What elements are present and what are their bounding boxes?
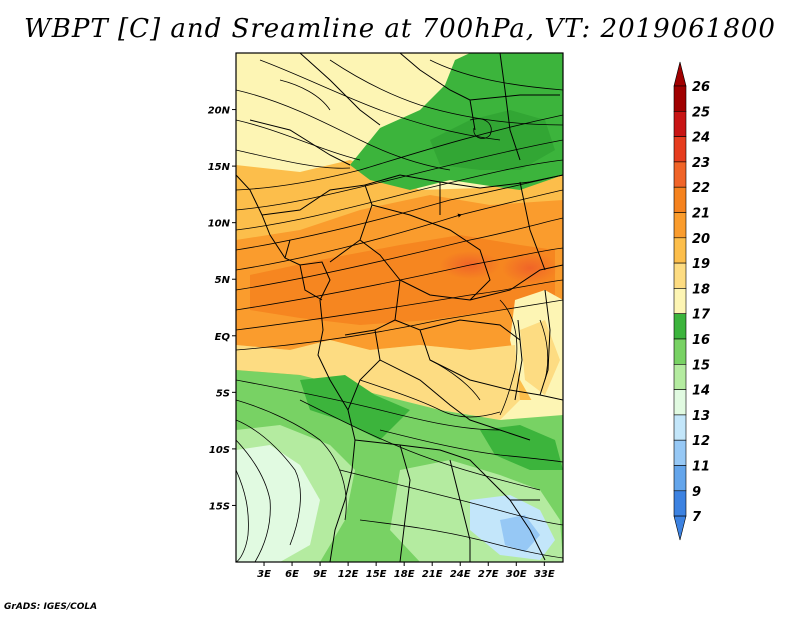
colorbar-label: 20 <box>692 232 710 247</box>
colorbar-label: 7 <box>692 510 702 525</box>
colorbar-top-arrow <box>673 61 687 87</box>
colorbar-box <box>673 338 687 365</box>
lat-tick-label: EQ <box>215 332 231 343</box>
colorbar-label: 11 <box>692 460 710 475</box>
lon-tick-label: 9E <box>313 569 327 580</box>
lon-tick-label: 12E <box>338 569 359 580</box>
colorbar-box <box>673 439 687 466</box>
lon-tick-label: 6E <box>285 569 299 580</box>
colorbar-box <box>673 313 687 340</box>
longitude-ticks: 3E 6E 9E 12E 15E 18E 21E 24E 27E 30E 33E <box>257 562 555 580</box>
colorbar-label: 9 <box>692 485 701 500</box>
lon-tick-label: 27E <box>478 569 499 580</box>
colorbar-label: 13 <box>692 409 710 424</box>
colorbar-label: 17 <box>692 308 711 323</box>
colorbar-label: 16 <box>692 333 710 348</box>
colorbar-box <box>673 490 687 517</box>
colorbar-box <box>673 389 687 416</box>
latitude-ticks: 20N 15N 10N 5N EQ 5S 10S 15S <box>208 106 236 512</box>
colorbar-label: 25 <box>692 105 710 120</box>
lat-tick-label: 5S <box>216 388 230 399</box>
colorbar-label: 23 <box>692 156 710 171</box>
lon-tick-label: 30E <box>506 569 527 580</box>
colorbar-box <box>673 111 687 137</box>
lat-tick-label: 10S <box>209 445 230 456</box>
colorbar-label: 12 <box>692 434 710 449</box>
lon-tick-label: 24E <box>450 569 471 580</box>
lon-tick-label: 15E <box>366 569 387 580</box>
colorbar: 26 25 24 23 22 21 20 19 18 17 16 15 14 13 12 11 9 7 <box>673 61 711 541</box>
colorbar-box <box>673 237 687 264</box>
colorbar-label: 18 <box>692 282 710 297</box>
colorbar-bottom-arrow <box>673 515 687 541</box>
lat-tick-label: 10N <box>208 219 231 230</box>
colorbar-label: 26 <box>692 80 710 95</box>
colorbar-box <box>673 161 687 188</box>
streamlines <box>236 59 563 562</box>
colorbar-box <box>673 186 687 213</box>
lat-tick-label: 5N <box>215 275 231 286</box>
colorbar-label: 14 <box>692 384 710 399</box>
map-frame <box>235 52 564 563</box>
colorbar-box <box>673 465 687 492</box>
colorbar-box <box>673 136 687 163</box>
country-borders <box>236 53 563 562</box>
lon-tick-label: 21E <box>422 569 443 580</box>
lat-tick-label: 15N <box>208 162 231 173</box>
lon-tick-label: 18E <box>394 569 415 580</box>
colorbar-label: 22 <box>692 181 710 196</box>
colorbar-box <box>673 288 687 314</box>
colorbar-label: 19 <box>692 257 710 272</box>
colorbar-label: 15 <box>692 358 710 373</box>
map-title: WBPT [C] and Sreamline at 700hPa, VT: 20… <box>24 14 776 44</box>
credit-text: GrADS: IGES/COLA <box>4 602 98 612</box>
colorbar-label: 21 <box>692 207 710 222</box>
colorbar-box <box>673 363 687 390</box>
colorbar-label: 24 <box>692 131 710 146</box>
colorbar-box <box>673 414 687 441</box>
colorbar-box <box>673 262 687 289</box>
colorbar-box <box>673 212 687 239</box>
lat-tick-label: 15S <box>209 501 230 512</box>
lat-tick-label: 20N <box>208 106 231 117</box>
lon-tick-label: 33E <box>534 569 555 580</box>
colorbar-box <box>673 85 687 112</box>
lon-tick-label: 3E <box>257 569 271 580</box>
wbpt-field <box>236 53 563 562</box>
